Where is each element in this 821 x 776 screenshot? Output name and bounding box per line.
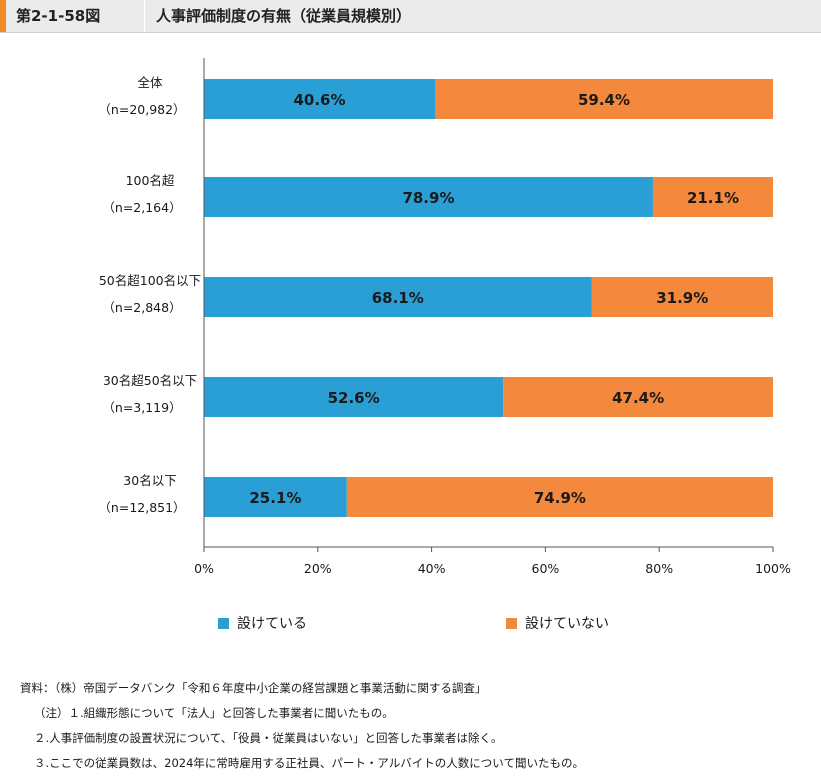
category-count-4: （n=12,851） xyxy=(98,500,185,515)
category-label-3: 30名超50名以下 xyxy=(103,373,197,388)
data-label-implemented-2: 68.1% xyxy=(372,289,424,307)
data-label-implemented-3: 52.6% xyxy=(328,389,380,407)
bar-not-implemented-1 xyxy=(652,177,773,217)
header-divider xyxy=(144,0,145,32)
bar-not-implemented-4 xyxy=(346,477,773,517)
bar-implemented-4 xyxy=(204,477,347,517)
category-count-0: （n=20,982） xyxy=(98,102,185,117)
data-label-not-implemented-3: 47.4% xyxy=(612,389,664,407)
category-label-1: 100名超 xyxy=(126,173,175,188)
bar-not-implemented-0 xyxy=(435,79,773,119)
note-1: （注）１.組織形態について「法人」と回答した事業者に聞いたもの。 xyxy=(34,706,394,720)
category-count-3: （n=3,119） xyxy=(102,400,181,415)
data-label-implemented-1: 78.9% xyxy=(402,189,454,207)
bar-implemented-0 xyxy=(204,79,436,119)
data-label-not-implemented-1: 21.1% xyxy=(687,189,739,207)
header-accent xyxy=(0,0,6,32)
category-label-0: 全体 xyxy=(137,75,163,90)
data-label-not-implemented-0: 59.4% xyxy=(578,91,630,109)
legend-swatch-blue xyxy=(218,617,229,629)
source-note: 資料：（株）帝国データバンク「令和６年度中小企業の経営課題と事業活動に関する調査… xyxy=(20,681,487,695)
bar-implemented-2 xyxy=(204,277,592,317)
category-label-2: 50名超100名以下 xyxy=(99,273,201,288)
x-tick-label-5: 100% xyxy=(755,561,791,576)
legend-swatch-orange xyxy=(506,617,517,629)
category-label-4: 30名以下 xyxy=(123,473,176,488)
note-2: ２.人事評価制度の設置状況について、「役員・従業員はいない」と回答した事業者は除… xyxy=(34,731,503,745)
data-label-not-implemented-4: 74.9% xyxy=(534,489,586,507)
x-tick-label-1: 20% xyxy=(304,561,332,576)
x-tick-label-2: 40% xyxy=(418,561,446,576)
legend-item-implemented: 設けている xyxy=(218,612,307,634)
bar-implemented-3 xyxy=(204,377,504,417)
category-count-2: （n=2,848） xyxy=(102,300,181,315)
data-label-implemented-4: 25.1% xyxy=(249,489,301,507)
data-label-not-implemented-2: 31.9% xyxy=(656,289,708,307)
figure-number: 第2-1-58図 xyxy=(16,7,101,25)
legend-item-not-implemented: 設けていない xyxy=(506,612,609,634)
bar-not-implemented-2 xyxy=(591,277,773,317)
x-tick-label-3: 60% xyxy=(532,561,560,576)
bar-implemented-1 xyxy=(204,177,653,217)
legend-label-implemented: 設けている xyxy=(237,616,307,632)
notes-block: 資料：（株）帝国データバンク「令和６年度中小企業の経営課題と事業活動に関する調査… xyxy=(20,676,810,776)
note-3: ３.ここでの従業員数は、2024年に常時雇用する正社員、パート・アルバイトの人数… xyxy=(34,756,584,770)
x-tick-label-0: 0% xyxy=(194,561,214,576)
bar-not-implemented-3 xyxy=(503,377,773,417)
figure-title: 人事評価制度の有無（従業員規模別） xyxy=(156,7,412,25)
x-tick-label-4: 80% xyxy=(645,561,673,576)
category-count-1: （n=2,164） xyxy=(102,200,181,215)
figure-header: 第2-1-58図 人事評価制度の有無（従業員規模別） xyxy=(0,0,821,33)
legend-label-not-implemented: 設けていない xyxy=(525,616,609,632)
data-label-implemented-0: 40.6% xyxy=(293,91,345,109)
stacked-bar-chart: 40.6% 59.4% 全体 （n=20,982） 78.9% 21.1% 100名超 （n=… xyxy=(98,58,791,576)
